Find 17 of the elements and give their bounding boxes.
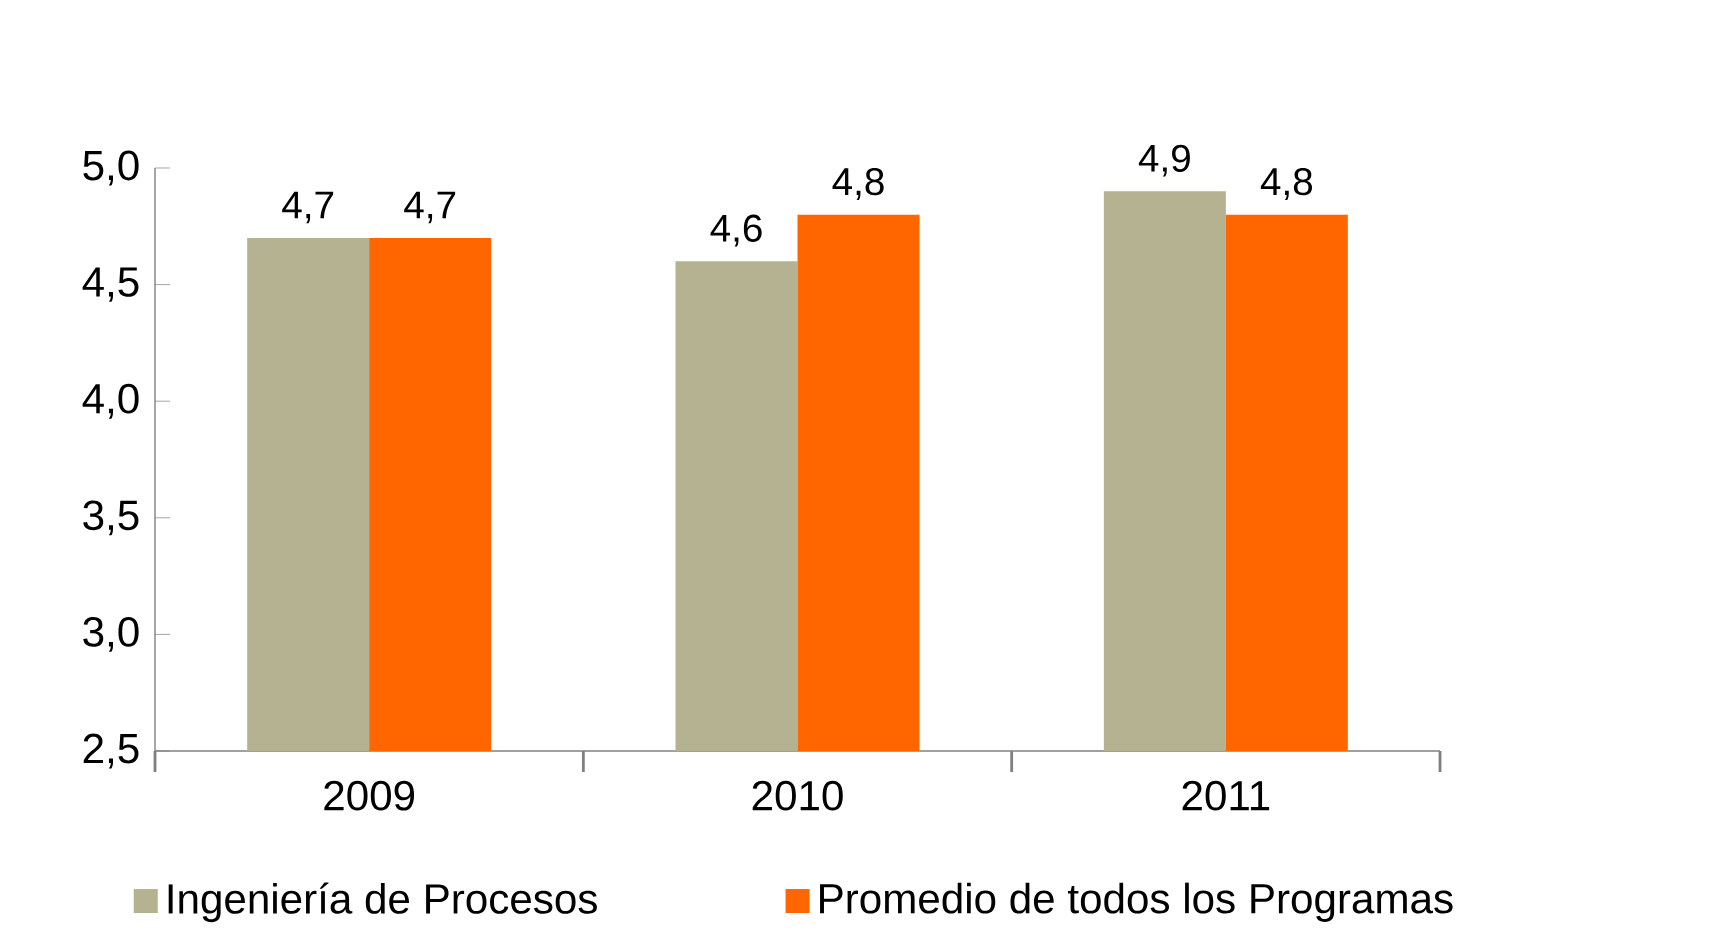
x-tick-label: 2010	[752, 780, 843, 811]
data-label: 4,7	[404, 191, 456, 224]
data-label: 4,9	[1138, 144, 1190, 177]
data-label: 4,8	[832, 167, 884, 200]
y-tick-label: 4,0	[82, 383, 139, 419]
legend-label: Ingeniería de Procesos	[168, 882, 597, 923]
data-label: 4,8	[1260, 167, 1313, 200]
y-tick-label: 3,0	[83, 616, 139, 652]
y-tick-label: 4,5	[82, 267, 139, 302]
data-label: 4,6	[710, 214, 762, 247]
y-tick-label: 5,0	[83, 150, 139, 186]
x-tick-label: 2011	[1182, 780, 1270, 811]
x-tick-label: 2009	[324, 780, 415, 811]
data-label: 4,7	[282, 191, 334, 224]
y-tick-label: 2,5	[83, 733, 139, 769]
y-tick-label: 3,5	[83, 500, 139, 536]
legend-label: Promedio de todos los Programas	[820, 882, 1453, 922]
